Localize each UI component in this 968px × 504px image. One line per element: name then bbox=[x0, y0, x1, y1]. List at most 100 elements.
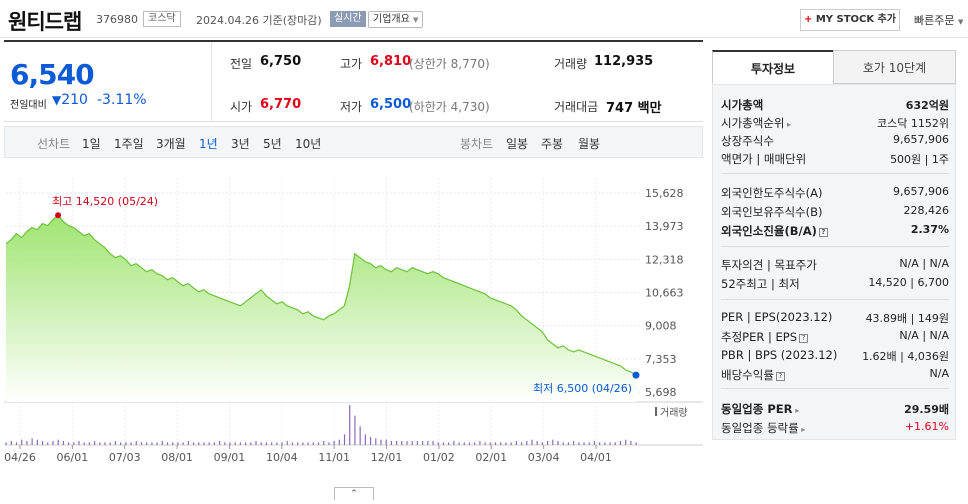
volume-bar bbox=[390, 441, 392, 445]
high-label: 고가 bbox=[340, 57, 363, 71]
volume-bar bbox=[286, 441, 288, 445]
info-row: PBR | BPS (2023.12) 1.62배 | 4,036원 bbox=[721, 346, 949, 364]
volume-bar bbox=[213, 442, 215, 445]
help-icon[interactable]: ? bbox=[799, 334, 809, 343]
volume-bar bbox=[67, 442, 70, 445]
info-row: 동일업종 PER ▸ 29.59배 bbox=[721, 399, 949, 417]
volume-value: 112,935 bbox=[594, 54, 654, 69]
volume-bar bbox=[375, 438, 377, 445]
info-key: 상장주식수 bbox=[721, 134, 774, 148]
corp-overview-dropdown[interactable]: 기업개요 ▼ bbox=[368, 11, 424, 28]
realtime-button[interactable]: 실시간 bbox=[330, 11, 366, 27]
info-row: 시가총액 632억원 bbox=[721, 95, 949, 113]
period-1y[interactable]: 1년 bbox=[199, 137, 218, 151]
volume-bar bbox=[250, 442, 252, 445]
info-value: 29.59배 bbox=[904, 403, 949, 416]
price-change-pct: -3.11% bbox=[97, 92, 147, 108]
price-area bbox=[6, 215, 636, 402]
chevron-right-icon[interactable]: ▸ bbox=[784, 120, 792, 129]
low-value: 6,500 bbox=[370, 97, 412, 112]
volume-bar bbox=[317, 442, 320, 445]
volume-bar bbox=[114, 441, 117, 445]
chevron-right-icon[interactable]: ▸ bbox=[798, 425, 806, 434]
y-tick-label: 15,628 bbox=[645, 187, 684, 200]
volume-bar bbox=[307, 442, 309, 445]
volume-bar bbox=[151, 442, 153, 445]
period-1w[interactable]: 1주일 bbox=[114, 137, 144, 151]
x-tick-label: 02/01 bbox=[475, 451, 507, 464]
volume-legend-icon bbox=[655, 407, 657, 416]
volume-bar bbox=[635, 442, 637, 445]
volume-bar bbox=[271, 442, 273, 445]
volume-bar bbox=[83, 442, 85, 445]
info-table: 시가총액 632억원 시가총액순위 ▸ 코스닥 1152위 상장주식수 9,657,906… bbox=[712, 84, 956, 440]
y-tick-label: 12,318 bbox=[645, 253, 684, 266]
volume-bar bbox=[510, 442, 512, 445]
y-tick-label: 5,698 bbox=[645, 386, 677, 399]
volume-bar bbox=[552, 439, 554, 445]
volume-bar bbox=[140, 442, 143, 445]
candle-daily[interactable]: 일봉 bbox=[506, 137, 529, 151]
divider bbox=[721, 246, 949, 247]
investment-info-panel: 투자정보 호가 10단계 시가총액 632억원 시가총액순위 ▸ 코스닥 1152위 상… bbox=[712, 50, 956, 440]
tab-orderbook-10[interactable]: 호가 10단계 bbox=[833, 50, 956, 84]
current-price: 6,540 bbox=[10, 58, 95, 91]
volume-bar bbox=[88, 442, 91, 445]
info-row: 동일업종 등락률 ▸ +1.61% bbox=[721, 418, 949, 436]
volume-bar bbox=[94, 441, 96, 445]
volume-bar bbox=[276, 442, 278, 445]
volume-bar bbox=[619, 441, 622, 445]
info-row: PER | EPS(2023.12) 43.89배 | 149원 bbox=[721, 308, 949, 326]
chevron-right-icon[interactable]: ▸ bbox=[792, 406, 800, 415]
candle-monthly[interactable]: 월봉 bbox=[578, 137, 601, 151]
candle-weekly[interactable]: 주봉 bbox=[541, 137, 564, 151]
volume-bar bbox=[541, 442, 543, 445]
volume-bar bbox=[260, 442, 262, 445]
lower-limit: (하한가 4,730) bbox=[409, 100, 490, 114]
collapse-chart-button[interactable]: ⌃ bbox=[334, 487, 374, 500]
volume-bar bbox=[588, 442, 590, 445]
volume-bar bbox=[505, 442, 507, 445]
period-10y[interactable]: 10년 bbox=[295, 137, 322, 151]
volume-bar bbox=[333, 441, 335, 445]
help-icon[interactable]: ? bbox=[818, 228, 828, 237]
price-chart[interactable]: 15,628 13,973 12,318 10,663 9,008 7,353 5,698 … bbox=[4, 160, 703, 500]
volume-bar bbox=[21, 439, 23, 445]
period-1d[interactable]: 1일 bbox=[82, 137, 101, 151]
x-tick-label: 08/01 bbox=[161, 451, 193, 464]
price-line bbox=[5, 214, 637, 376]
volume-bar bbox=[604, 442, 606, 445]
volume-bar bbox=[125, 442, 127, 445]
volume-bar bbox=[599, 442, 601, 445]
divider bbox=[721, 388, 949, 389]
period-3m[interactable]: 3개월 bbox=[156, 137, 186, 151]
period-5y[interactable]: 5년 bbox=[263, 137, 282, 151]
add-mystock-button[interactable]: + MY STOCK 추가 bbox=[800, 9, 900, 31]
x-tick-label: 09/01 bbox=[214, 451, 246, 464]
volume-bars bbox=[5, 405, 637, 445]
volume-bar bbox=[239, 442, 241, 445]
help-icon[interactable]: ? bbox=[775, 372, 785, 381]
price-summary: 6,540 전일대비 ▼210 -3.11% 전일 6,750 고가 6,810… bbox=[4, 40, 703, 122]
info-row: 외국인한도주식수(A) 9,657,906 bbox=[721, 183, 949, 201]
volume-bar bbox=[234, 442, 236, 445]
volume-bar bbox=[5, 442, 7, 445]
volume-bar bbox=[26, 441, 28, 445]
x-tick-label: 07/03 bbox=[109, 451, 141, 464]
info-key: 시가총액순위 ▸ bbox=[721, 116, 792, 130]
volume-bar bbox=[567, 442, 570, 445]
quick-order-dropdown[interactable]: 빠른주문 ▼ bbox=[914, 14, 964, 27]
volume-bar bbox=[31, 438, 33, 445]
volume-bar bbox=[536, 441, 538, 445]
info-key: PBR | BPS (2023.12) bbox=[721, 348, 838, 362]
tab-investment-info[interactable]: 투자정보 bbox=[712, 50, 834, 84]
x-tick-label: 11/01 bbox=[318, 451, 350, 464]
x-axis: 04/26 06/01 07/03 08/01 09/01 10/04 11/01 12/01… bbox=[4, 445, 612, 464]
x-tick-label: 06/01 bbox=[57, 451, 89, 464]
volume-bar bbox=[36, 439, 38, 445]
period-3y[interactable]: 3년 bbox=[231, 137, 250, 151]
divider bbox=[211, 42, 212, 122]
x-tick-label: 03/04 bbox=[528, 451, 560, 464]
volume-bar bbox=[557, 441, 559, 445]
open-value: 6,770 bbox=[260, 97, 302, 112]
